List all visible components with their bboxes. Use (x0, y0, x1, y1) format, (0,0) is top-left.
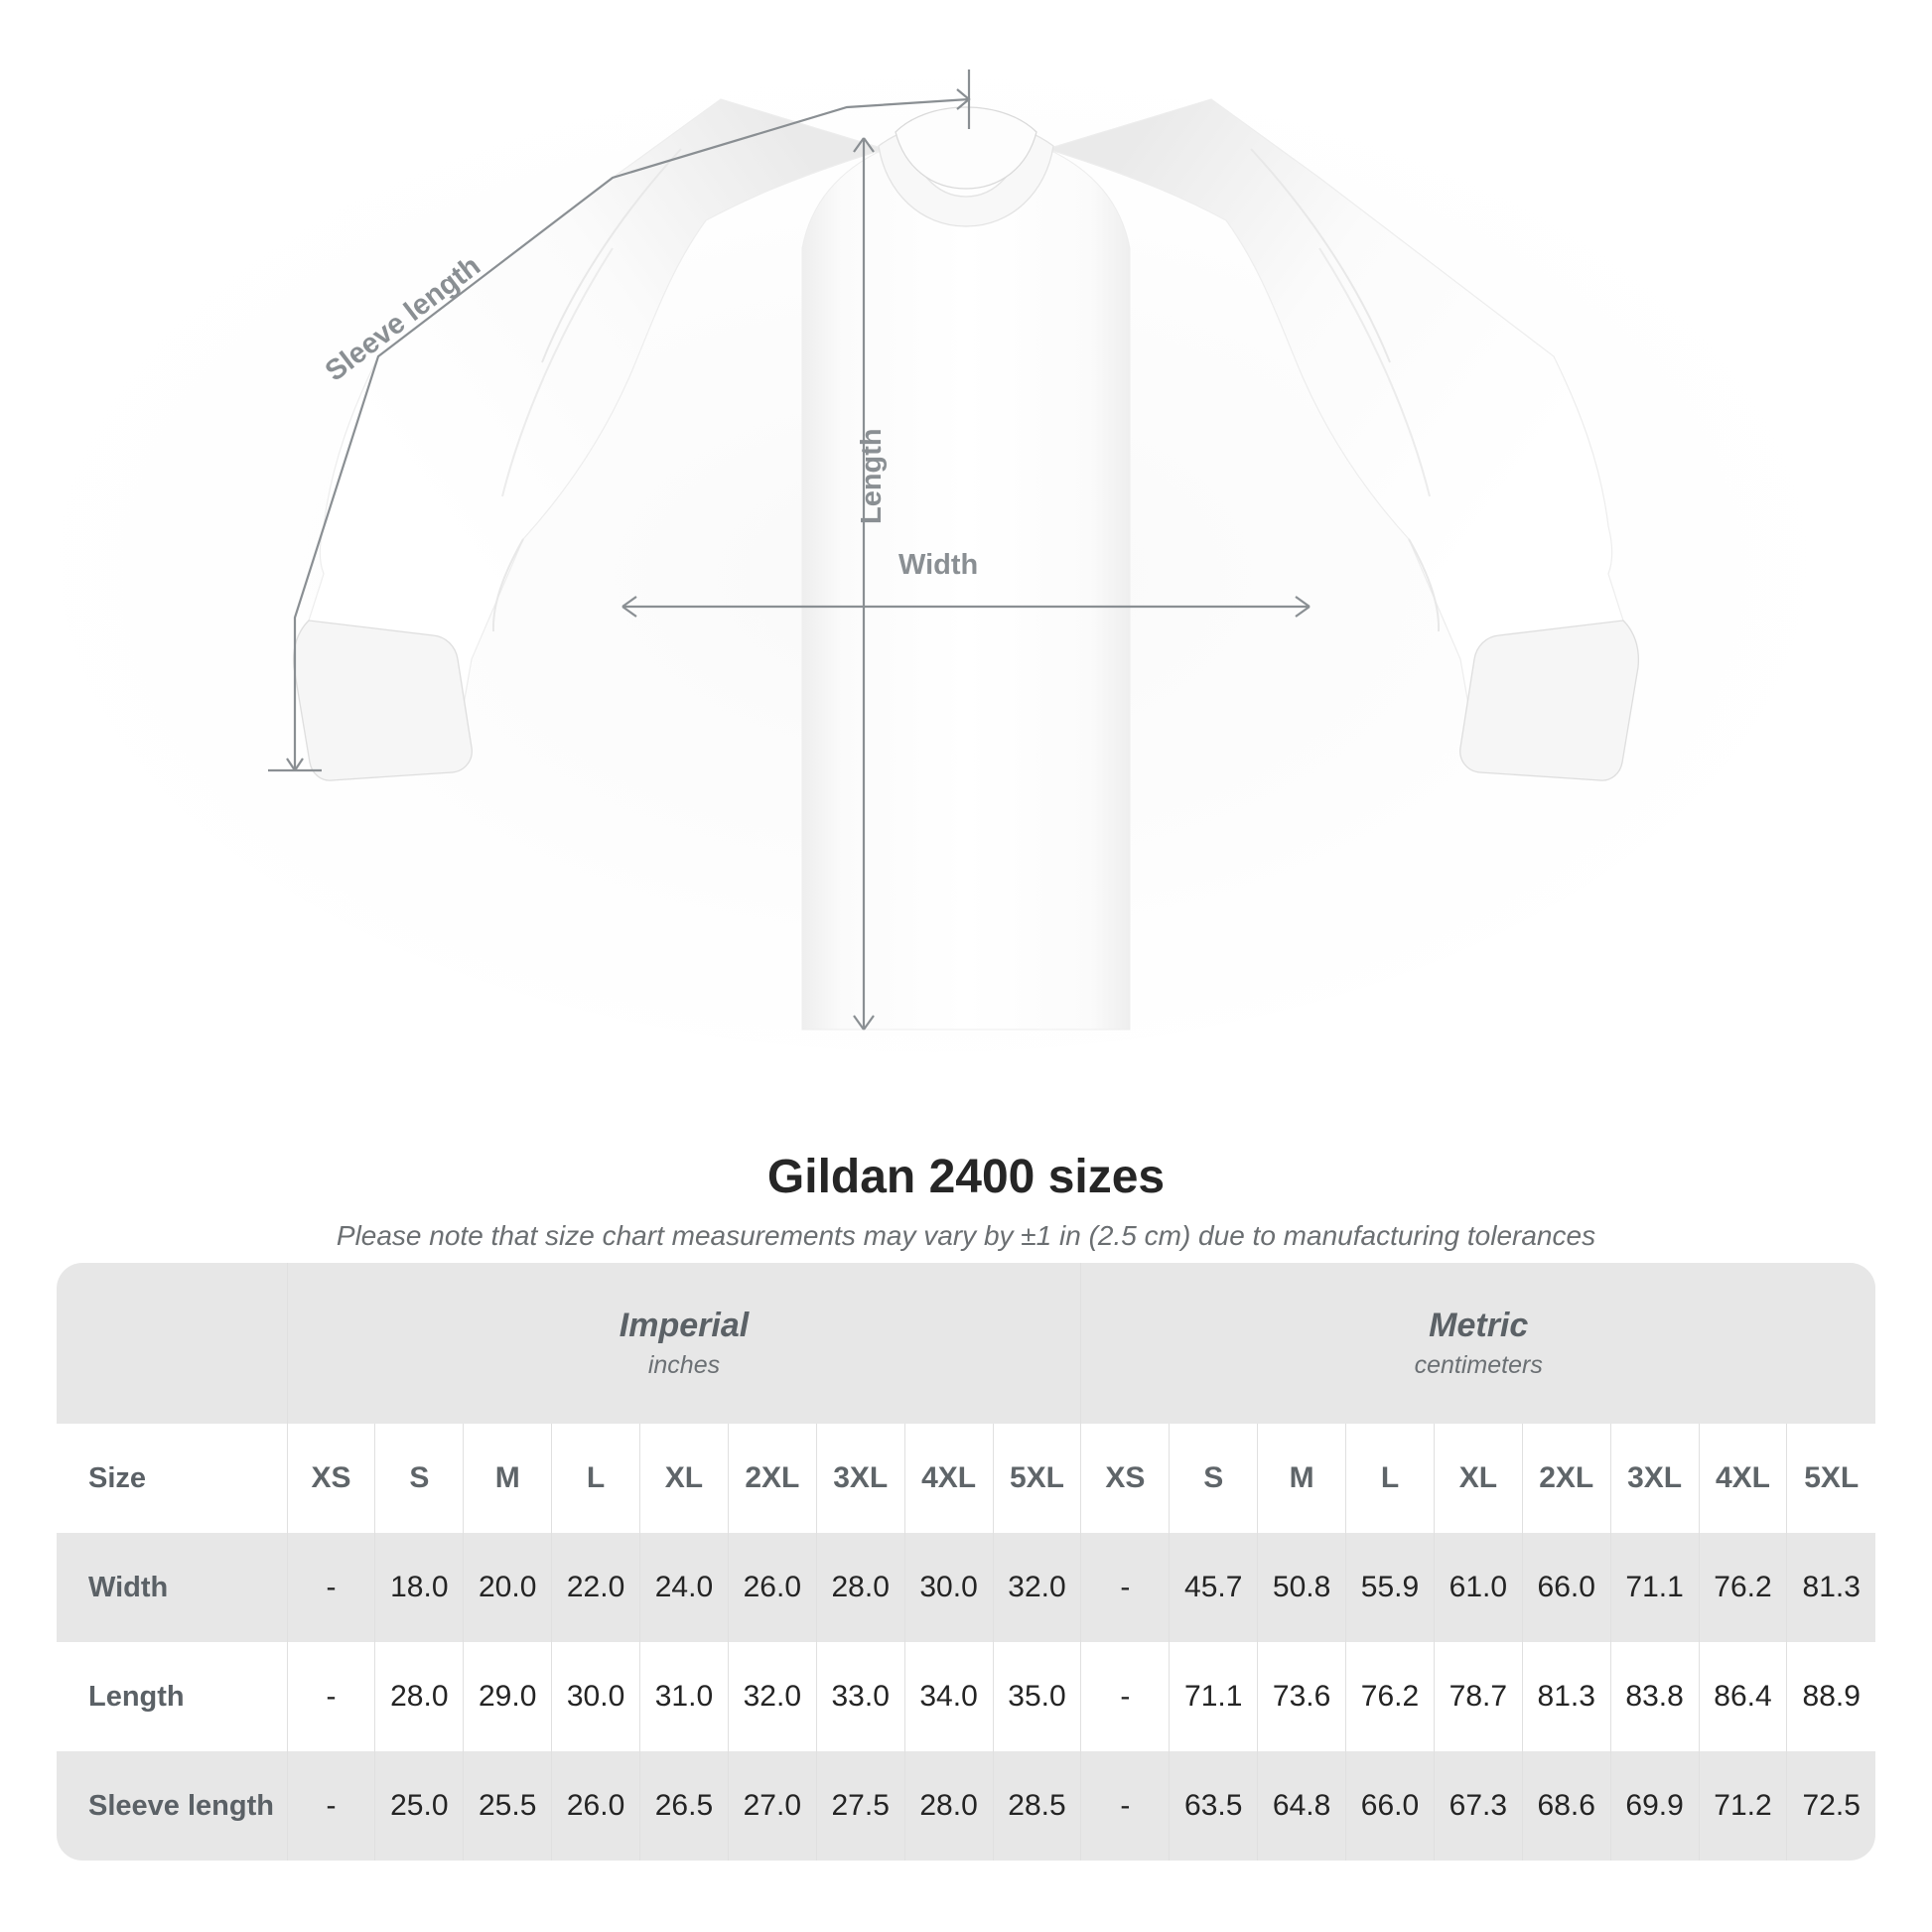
svg-text:Width: Width (898, 549, 978, 581)
svg-text:Length: Length (856, 428, 888, 524)
